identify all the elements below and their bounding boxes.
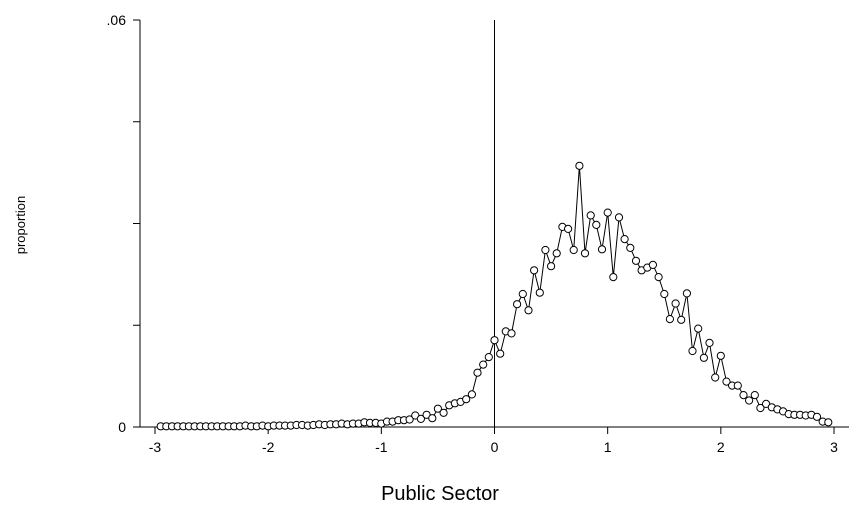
data-point bbox=[614, 213, 624, 222]
x-ticks: -3 -2 -1 0 1 2 3 bbox=[149, 427, 838, 455]
series-layer bbox=[156, 161, 833, 431]
y-axis-label: proportion bbox=[13, 196, 28, 255]
x-tick-label: -2 bbox=[262, 439, 275, 455]
data-point bbox=[433, 404, 442, 413]
data-point bbox=[756, 403, 765, 413]
data-point bbox=[620, 235, 629, 244]
data-point bbox=[824, 418, 833, 427]
data-point bbox=[682, 289, 692, 298]
data-point bbox=[665, 315, 675, 324]
data-point bbox=[812, 412, 822, 421]
data-point bbox=[699, 353, 709, 362]
y-tick-label: 0 bbox=[118, 419, 126, 435]
data-point bbox=[467, 390, 476, 399]
y-ticks: 0.06 bbox=[107, 12, 140, 435]
data-point bbox=[405, 415, 414, 424]
data-point bbox=[552, 249, 561, 258]
data-point bbox=[462, 395, 471, 404]
data-point bbox=[750, 391, 759, 400]
data-point bbox=[518, 289, 527, 299]
data-point bbox=[490, 336, 499, 345]
x-tick-label: -3 bbox=[149, 439, 162, 455]
data-point bbox=[694, 324, 703, 333]
data-point bbox=[586, 211, 595, 220]
data-point bbox=[654, 273, 663, 282]
x-tick-label: 0 bbox=[491, 439, 499, 455]
data-point bbox=[597, 245, 607, 254]
data-point bbox=[479, 360, 488, 369]
x-tick-label: 2 bbox=[717, 439, 725, 455]
x-axis-label: Public Sector bbox=[381, 483, 499, 505]
data-point bbox=[530, 266, 539, 275]
data-point bbox=[535, 288, 544, 297]
data-point bbox=[428, 414, 437, 423]
data-point bbox=[705, 338, 714, 347]
data-point bbox=[733, 381, 742, 390]
data-point bbox=[671, 299, 680, 308]
x-tick-label: 3 bbox=[830, 439, 838, 455]
x-tick-label: -1 bbox=[375, 439, 388, 455]
data-point bbox=[677, 315, 686, 324]
data-point bbox=[580, 249, 590, 258]
data-point bbox=[648, 260, 658, 269]
data-point bbox=[513, 300, 522, 309]
data-point bbox=[626, 243, 635, 252]
data-point bbox=[541, 245, 550, 255]
data-point bbox=[569, 245, 578, 255]
x-tick-label: 1 bbox=[604, 439, 612, 455]
data-point bbox=[575, 161, 584, 170]
y-tick-label: .06 bbox=[107, 12, 127, 28]
data-point bbox=[524, 306, 533, 315]
data-point bbox=[507, 329, 516, 338]
data-point bbox=[439, 408, 448, 417]
data-point bbox=[739, 391, 748, 400]
data-point bbox=[416, 414, 425, 423]
data-point bbox=[496, 349, 505, 358]
data-point bbox=[711, 373, 720, 382]
data-point bbox=[631, 256, 641, 265]
data-point bbox=[547, 262, 556, 271]
data-point bbox=[473, 368, 482, 377]
data-point bbox=[592, 220, 601, 229]
data-point bbox=[722, 377, 731, 386]
data-point bbox=[484, 353, 493, 362]
data-point bbox=[660, 289, 669, 299]
data-point bbox=[688, 346, 697, 356]
data-point bbox=[716, 351, 725, 360]
data-point bbox=[745, 396, 754, 405]
data-point bbox=[609, 273, 618, 282]
data-point bbox=[603, 208, 612, 217]
data-point bbox=[564, 224, 573, 233]
